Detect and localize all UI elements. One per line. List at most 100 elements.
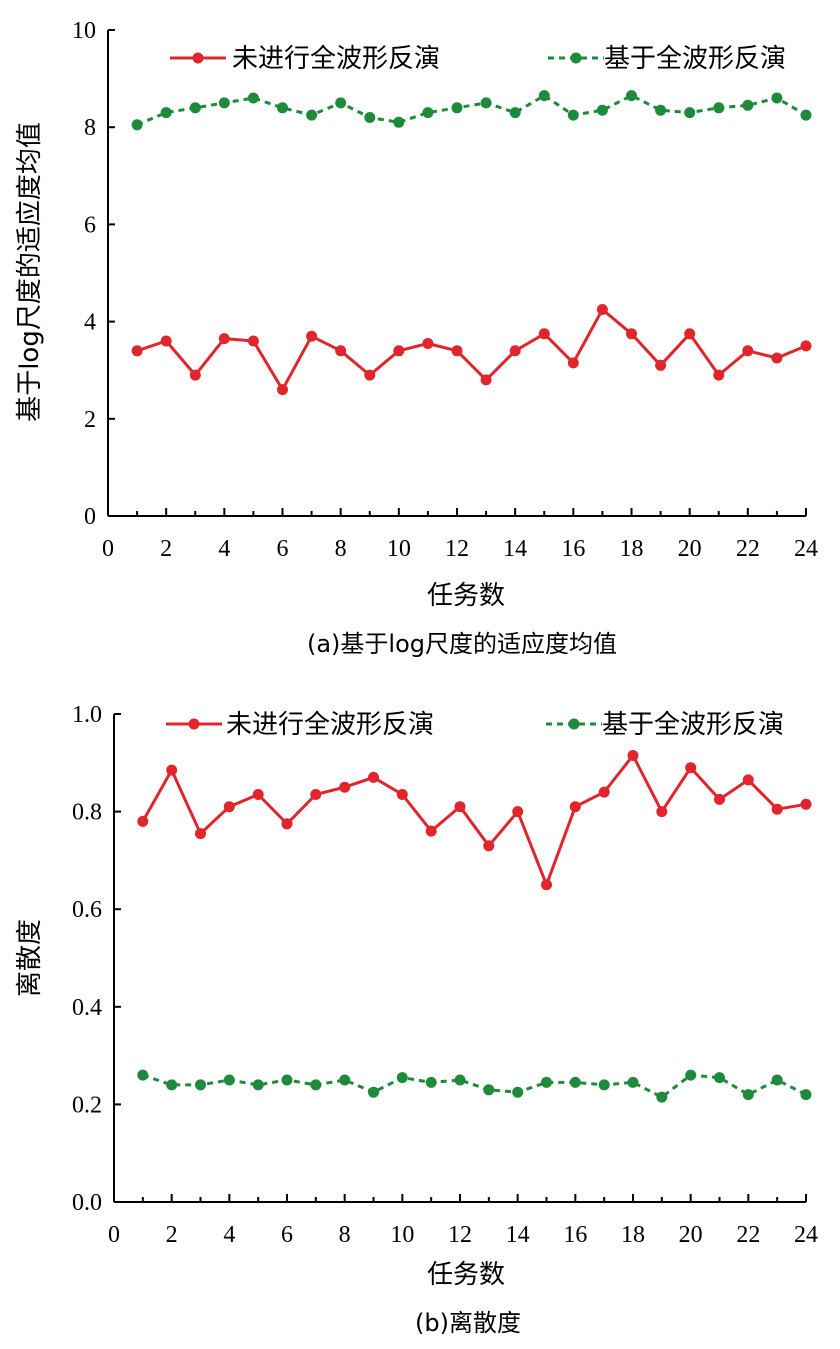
data-point	[160, 107, 172, 119]
data-point	[509, 107, 521, 119]
data-point	[131, 119, 143, 131]
data-point	[655, 359, 667, 371]
data-point	[368, 771, 379, 783]
data-point	[714, 793, 725, 805]
series-layer	[131, 90, 812, 396]
x-tick-label: 22	[736, 1222, 760, 1248]
data-point	[195, 1079, 206, 1091]
data-point	[771, 803, 783, 815]
y-tick-label: 0.2	[72, 1092, 102, 1118]
y-axis-title: 基于log尺度的适应度均值	[15, 122, 45, 422]
data-point	[771, 352, 783, 364]
data-point	[713, 369, 725, 381]
legend: 未进行全波形反演 基于全波形反演	[166, 710, 784, 740]
data-point	[800, 1089, 812, 1101]
data-point	[364, 112, 376, 123]
data-point	[512, 806, 524, 818]
y-tick-label: 6	[84, 212, 96, 238]
data-point	[567, 357, 579, 369]
data-point	[541, 879, 552, 891]
y-tick-label: 10	[72, 18, 96, 44]
x-tick-label: 12	[448, 1222, 472, 1248]
series-layer	[137, 750, 812, 1103]
data-point	[454, 1074, 466, 1086]
x-tick-label: 16	[563, 1222, 587, 1248]
legend: 未进行全波形反演 基于全波形反演	[170, 44, 786, 74]
data-point	[626, 90, 637, 102]
data-point	[247, 92, 259, 104]
y-tick-label: 0.0	[72, 1190, 102, 1216]
x-tick-label: 22	[736, 536, 760, 562]
x-tick-label: 24	[794, 536, 818, 562]
data-point	[598, 1079, 610, 1091]
x-tick-label: 2	[166, 1222, 178, 1248]
data-point	[596, 304, 608, 315]
x-tick-label: 16	[561, 536, 585, 562]
data-point	[800, 798, 812, 810]
y-tick-label: 2	[84, 407, 96, 433]
x-tick-label: 4	[218, 536, 230, 562]
data-point	[189, 369, 201, 381]
y-tick-label: 0	[84, 504, 96, 530]
data-point	[598, 786, 610, 798]
data-point	[368, 1086, 379, 1098]
chart-caption: (b)离散度	[415, 1309, 521, 1337]
x-tick-label: 10	[390, 1222, 414, 1248]
data-point	[252, 1079, 264, 1091]
data-point	[569, 801, 581, 813]
data-point	[223, 1074, 235, 1086]
data-point	[393, 345, 405, 357]
x-tick-label: 12	[445, 536, 469, 562]
data-point	[247, 335, 259, 347]
data-point	[137, 1069, 149, 1081]
data-point	[277, 384, 288, 396]
axes	[107, 29, 807, 517]
data-point	[396, 1072, 408, 1084]
data-point	[335, 345, 347, 357]
data-point	[569, 1076, 581, 1088]
data-point	[685, 1069, 697, 1081]
data-point	[538, 328, 550, 340]
y-tick-label: 4	[84, 310, 96, 336]
data-point	[137, 815, 149, 827]
data-point	[742, 774, 754, 786]
data-point	[713, 102, 725, 114]
y-tick-label: 8	[84, 115, 96, 141]
x-tick-label: 24	[794, 1222, 818, 1248]
data-point	[166, 1079, 178, 1091]
legend-label-1: 未进行全波形反演	[232, 44, 440, 74]
data-point	[425, 825, 437, 837]
data-point	[422, 338, 434, 349]
data-point	[218, 97, 230, 109]
data-point	[364, 369, 376, 381]
legend-marker-2	[570, 52, 582, 64]
data-point	[480, 374, 492, 386]
data-point	[480, 97, 492, 109]
x-tick-label: 20	[679, 1222, 703, 1248]
series-line-2	[136, 94, 807, 127]
x-tick-label: 18	[621, 1222, 645, 1248]
x-tick-label: 8	[335, 536, 347, 562]
data-point	[596, 104, 608, 116]
data-point	[771, 92, 783, 104]
data-point	[218, 333, 230, 345]
data-point	[277, 102, 288, 114]
x-tick-label: 2	[160, 536, 172, 562]
series-line-2	[142, 1073, 807, 1099]
data-point	[451, 102, 463, 114]
data-point	[656, 806, 668, 818]
chart-caption: (a)基于log尺度的适应度均值	[307, 630, 617, 658]
x-tick-label: 20	[678, 536, 702, 562]
x-tick-label: 10	[387, 536, 411, 562]
data-point	[335, 97, 347, 109]
tick-labels: 0.00.20.40.60.81.00 2 4 6 8 10 12 14 16 18 20 22 24	[72, 702, 818, 1248]
data-point	[195, 828, 206, 840]
data-point	[684, 107, 696, 119]
legend-marker-1	[192, 52, 204, 64]
data-point	[538, 90, 550, 102]
data-point	[131, 345, 143, 357]
data-point	[742, 99, 754, 111]
data-point	[393, 116, 405, 128]
